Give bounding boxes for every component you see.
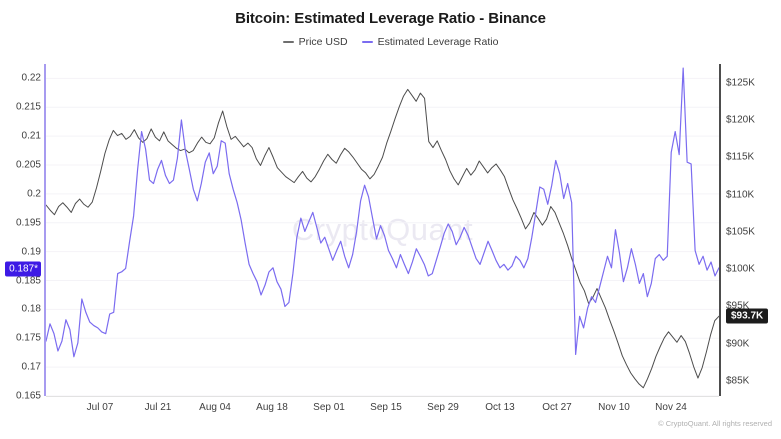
right-axis-current-value-badge: $93.7K — [726, 308, 769, 324]
footer-credit: © CryptoQuant. All rights reserved — [658, 419, 772, 428]
left-axis-labels: 0.22 0.215 0.21 0.205 0.2 0.195 0.19 0.185 0.18 0… — [0, 0, 41, 439]
right-axis-tick-label: $95K — [726, 300, 750, 312]
series-line-price-usd — [46, 88, 719, 389]
x-axis-tick-label: Oct 27 — [542, 402, 572, 413]
bottom-axis-line — [46, 396, 719, 397]
left-axis-tick-label: 0.205 — [15, 159, 41, 171]
right-axis-line — [719, 64, 721, 396]
legend-label-price-usd: Price USD — [298, 36, 348, 48]
legend-swatch-leverage-ratio — [361, 41, 373, 43]
left-axis-tick-label: 0.2 — [27, 188, 41, 200]
left-axis-tick-label: 0.175 — [15, 332, 41, 344]
left-axis-current-value-badge: 0.187* — [5, 261, 41, 277]
legend-item-price-usd[interactable]: Price USD — [282, 36, 348, 48]
x-axis-tick-label: Nov 10 — [598, 402, 630, 413]
left-axis-tick-label: 0.18 — [21, 303, 41, 315]
right-axis-tick-label: $115K — [726, 151, 755, 163]
plot-area[interactable]: CryptoQuant — [46, 64, 719, 396]
legend-label-leverage-ratio: Estimated Leverage Ratio — [377, 36, 499, 48]
legend-item-leverage-ratio[interactable]: Estimated Leverage Ratio — [361, 36, 499, 48]
x-axis-tick-label: Oct 13 — [485, 402, 515, 413]
x-axis-tick-label: Aug 18 — [256, 402, 288, 413]
left-axis-tick-label: 0.21 — [21, 130, 41, 142]
x-axis-tick-label: Jul 21 — [144, 402, 172, 413]
right-axis-tick-label: $110K — [726, 189, 755, 201]
left-axis-line — [44, 64, 46, 396]
left-axis-tick-label: 0.185 — [15, 275, 41, 287]
chart-title: Bitcoin: Estimated Leverage Ratio - Bina… — [235, 10, 546, 27]
chart-legend: Price USD Estimated Leverage Ratio — [0, 36, 781, 48]
x-axis-tick-label: Sep 01 — [313, 402, 345, 413]
series-line-estimated-leverage-ratio — [46, 67, 719, 358]
x-axis-tick-label: Sep 15 — [370, 402, 402, 413]
right-axis-tick-label: $125K — [726, 77, 755, 89]
right-axis-tick-label: $100K — [726, 263, 755, 275]
right-axis-labels: $125K $120K $115K $110K $105K $100K $95K $90K $8… — [726, 0, 781, 439]
x-axis-tick-label: Aug 04 — [199, 402, 231, 413]
right-axis-tick-label: $120K — [726, 114, 755, 126]
right-axis-tick-label: $105K — [726, 226, 755, 238]
x-axis-labels: Jul 07 Jul 21 Aug 04 Aug 18 Sep 01 Sep 15 Sep … — [0, 402, 781, 418]
left-axis-tick-label: 0.19 — [21, 246, 41, 258]
x-axis-tick-label: Nov 24 — [655, 402, 687, 413]
plot-svg — [46, 67, 719, 396]
left-axis-tick-label: 0.17 — [21, 361, 41, 373]
x-axis-tick-label: Sep 29 — [427, 402, 459, 413]
x-axis-tick-label: Jul 07 — [86, 402, 114, 413]
left-axis-tick-label: 0.195 — [15, 217, 41, 229]
right-axis-tick-label: $90K — [726, 338, 750, 350]
left-axis-tick-label: 0.165 — [15, 390, 41, 402]
right-axis-tick-label: $85K — [726, 375, 750, 387]
left-axis-tick-label: 0.22 — [21, 72, 41, 84]
legend-swatch-price-usd — [282, 41, 294, 43]
left-axis-tick-label: 0.215 — [15, 101, 41, 113]
